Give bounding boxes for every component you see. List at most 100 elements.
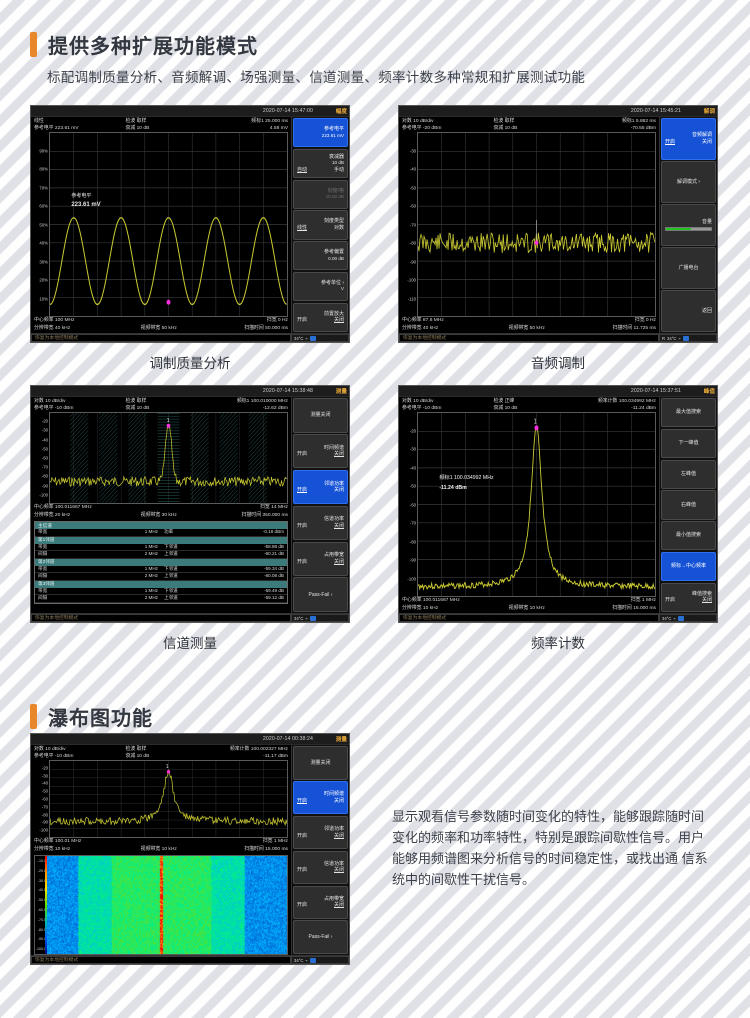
softkey-5[interactable]: Pass-Fail › bbox=[293, 920, 348, 955]
softkey-option-off[interactable]: 关闭 bbox=[333, 832, 344, 839]
softkey-label: 音量 bbox=[701, 219, 712, 226]
softkey-menu[interactable]: 参考电平 223.61 mV 衰减器 10 dB 自动 手动 刻度/格 10.00 dB 刻度类… bbox=[291, 117, 349, 333]
softkey-0[interactable]: 音频解调 开启 关闭 bbox=[661, 118, 716, 160]
network-icon[interactable] bbox=[309, 957, 316, 963]
softkey-option-off[interactable]: 关闭 bbox=[333, 558, 344, 565]
softkey-option-on[interactable]: 开启 bbox=[297, 487, 308, 494]
status-icons[interactable]: 34°C ⌁ bbox=[291, 614, 349, 622]
cell-value: 1 MHz bbox=[144, 587, 158, 593]
spectrum-grid[interactable] bbox=[417, 132, 656, 317]
spectrum-grid[interactable]: 1 bbox=[49, 760, 288, 838]
softkey-option-on[interactable]: 开启 bbox=[297, 522, 308, 529]
volume-bar[interactable] bbox=[665, 226, 712, 231]
softkey-4[interactable]: 最小值搜索 bbox=[661, 521, 716, 551]
softkey-option-off[interactable]: 关闭 bbox=[333, 487, 344, 494]
softkey-option-on[interactable]: 开启 bbox=[297, 867, 308, 874]
softkey-1[interactable]: 衰减器 10 dB 自动 手动 bbox=[293, 148, 348, 179]
readout-footer: 中心频率 87.6 MHz 扫宽 0 Hz 分辨带宽 40 kHz 视频带宽 50 … bbox=[402, 318, 656, 331]
softkey-0[interactable]: 测量关闭 bbox=[293, 746, 348, 780]
softkey-option-off[interactable]: 关闭 bbox=[333, 522, 344, 529]
softkey-option-off[interactable]: 关闭 bbox=[333, 797, 344, 804]
readout-header: 对数 10 dB/div 检波 取样 频标1 100.010000 MHz 参考电平… bbox=[34, 399, 288, 411]
status-icons[interactable]: 34°C ⌁ bbox=[659, 614, 717, 622]
softkey-menu[interactable]: 测量关闭 时间频谱 开启 关闭 邻道功率 开启 关闭 信道功率 开启 关闭 占用带宽 开启 关闭 Pass… bbox=[291, 397, 349, 613]
softkey-menu[interactable]: 音频解调 开启 关闭 解调模式 › 音量 广播电台 返回 bbox=[659, 117, 717, 333]
softkey-option-on[interactable]: 开启 bbox=[297, 451, 308, 458]
softkey-option-on[interactable]: 线性 bbox=[297, 224, 308, 231]
waterfall-description: 显示观看信号参数随时间变化的特性，能够跟踪随时间变化的频率和功率特性，特别是跟踪… bbox=[392, 809, 708, 887]
softkey-1[interactable]: 下一峰值 bbox=[661, 428, 716, 459]
softkey-6[interactable]: 峰值搜索 开启 关闭 bbox=[661, 582, 716, 612]
softkey-menu[interactable]: 最大值搜索 下一峰值 左峰值 右峰值 最小值搜索 频标→中心频率 峰值搜索 开启 关闭 bbox=[659, 397, 717, 613]
softkey-5[interactable]: Pass-Fail › bbox=[293, 577, 348, 613]
status-bar: 恢复为本地控制模式 R 34°C ⌁ bbox=[399, 333, 717, 342]
softkey-3[interactable]: 右峰值 bbox=[661, 490, 716, 520]
spectrum-grid[interactable]: 1 频标1 100.034992 MHz -11.24 dBm bbox=[417, 412, 656, 597]
status-icons[interactable]: 34°C ⌁ bbox=[291, 956, 349, 964]
network-icon[interactable] bbox=[309, 335, 316, 341]
softkey-1[interactable]: 时间频谱开启 关闭 bbox=[293, 780, 348, 815]
softkey-2[interactable]: 刻度/格 10.00 dB bbox=[293, 179, 348, 209]
softkey-option-on[interactable]: 开启 bbox=[297, 832, 308, 839]
softkey-option-off[interactable]: 对数 bbox=[333, 224, 344, 231]
softkey-2[interactable]: 左峰值 bbox=[661, 459, 716, 489]
softkey-5[interactable]: 频标→中心频率 bbox=[661, 551, 716, 582]
softkey-option-off[interactable]: 关闭 bbox=[701, 597, 712, 604]
status-bar: 恢复为本地控制模式 34°C ⌁ bbox=[399, 613, 717, 622]
softkey-option-off[interactable]: 关闭 bbox=[701, 138, 712, 145]
spectrum-grid[interactable]: 1 bbox=[49, 412, 288, 504]
softkey-3[interactable]: 广播电台 bbox=[661, 247, 716, 289]
softkey-option-on[interactable]: 开启 bbox=[665, 597, 676, 604]
softkey-0[interactable]: 测量关闭 bbox=[293, 398, 348, 433]
softkey-1[interactable]: 解调模式 › bbox=[661, 161, 716, 203]
softkey-3[interactable]: 信道功率 开启 关闭 bbox=[293, 850, 348, 885]
marker-annotation: 频标1 100.034992 MHz -11.24 dBm bbox=[439, 475, 494, 492]
cell-value2: -60.21 dB bbox=[264, 551, 284, 556]
softkey-option-on[interactable]: 开启 bbox=[297, 558, 308, 565]
network-icon[interactable] bbox=[682, 335, 689, 341]
softkey-option-on[interactable]: 开启 bbox=[665, 138, 676, 145]
status-icons[interactable]: 34°C ⌁ bbox=[291, 334, 349, 342]
softkey-option-on[interactable]: 开启 bbox=[297, 902, 308, 909]
softkey-4[interactable]: 参考偏置 0.00 dB bbox=[293, 241, 348, 271]
softkey-0[interactable]: 最大值搜索 bbox=[661, 398, 716, 428]
status-bar: 恢复为本地控制模式 34°C ⌁ bbox=[31, 613, 349, 622]
softkey-4[interactable]: 返回 bbox=[661, 290, 716, 333]
status-message: 恢复为本地控制模式 bbox=[31, 614, 291, 622]
waterfall-tick: -10.0 bbox=[37, 858, 46, 863]
softkey-menu[interactable]: 测量关闭 时间频谱 开启 关闭 邻道功率 开启 关闭 信道功率 开启 关闭 占用带宽 开启 关闭 Pass… bbox=[291, 745, 349, 955]
remote-indicator: R bbox=[662, 335, 666, 341]
softkey-4[interactable]: 占用带宽 开启 关闭 bbox=[293, 885, 348, 920]
softkey-label: 时间频谱 bbox=[323, 791, 344, 798]
softkey-option-off[interactable]: 手动 bbox=[333, 166, 344, 173]
softkey-option-off[interactable]: 关闭 bbox=[333, 317, 344, 324]
softkey-2[interactable]: 邻道功率 开启 关闭 bbox=[293, 815, 348, 850]
softkey-4[interactable]: 占用带宽 开启 关闭 bbox=[293, 541, 348, 577]
softkey-option-off[interactable]: 关闭 bbox=[333, 902, 344, 909]
network-icon[interactable] bbox=[309, 615, 316, 621]
softkey-option-on[interactable]: 开启 bbox=[297, 797, 308, 804]
softkey-label: 时间频谱 bbox=[323, 444, 344, 451]
y-tick: -50 bbox=[41, 446, 48, 452]
y-tick: -80 bbox=[41, 473, 48, 479]
cell-value: 2 MHz bbox=[144, 551, 158, 556]
softkey-6[interactable]: 前置放大 开启 关闭 bbox=[293, 302, 348, 332]
spectrum-grid[interactable]: 参考电平 223.61 mV bbox=[49, 132, 288, 317]
softkey-option-on[interactable]: 自动 bbox=[297, 166, 308, 173]
status-icons[interactable]: R 34°C ⌁ bbox=[659, 334, 717, 342]
softkey-3[interactable]: 信道功率 开启 关闭 bbox=[293, 505, 348, 541]
softkey-5[interactable]: 参考单位 › V bbox=[293, 271, 348, 302]
softkey-2[interactable]: 音量 bbox=[661, 204, 716, 246]
softkey-option-on[interactable]: 开启 bbox=[297, 317, 308, 324]
softkey-0[interactable]: 参考电平 223.61 mV bbox=[293, 118, 348, 148]
network-icon[interactable] bbox=[677, 615, 684, 621]
softkey-2[interactable]: 邻道功率 开启 关闭 bbox=[293, 469, 348, 505]
waterfall-display[interactable]: -10.0 -20.0 -30.0 -40.0 -50.0 -60.0 -70.0 -80.0… bbox=[34, 855, 288, 955]
waterfall-tick: -90.0 bbox=[37, 937, 46, 942]
softkey-1[interactable]: 时间频谱开启 关闭 bbox=[293, 433, 348, 469]
softkey-3[interactable]: 刻度类型 线性 对数 bbox=[293, 210, 348, 240]
softkey-option-off[interactable]: 关闭 bbox=[333, 451, 344, 458]
softkey-option-off[interactable]: 关闭 bbox=[333, 867, 344, 874]
y-tick: -40 bbox=[409, 166, 416, 172]
y-axis: 90% 80% 70% 60% 50% 40% 30% 20% 10% bbox=[34, 132, 49, 317]
